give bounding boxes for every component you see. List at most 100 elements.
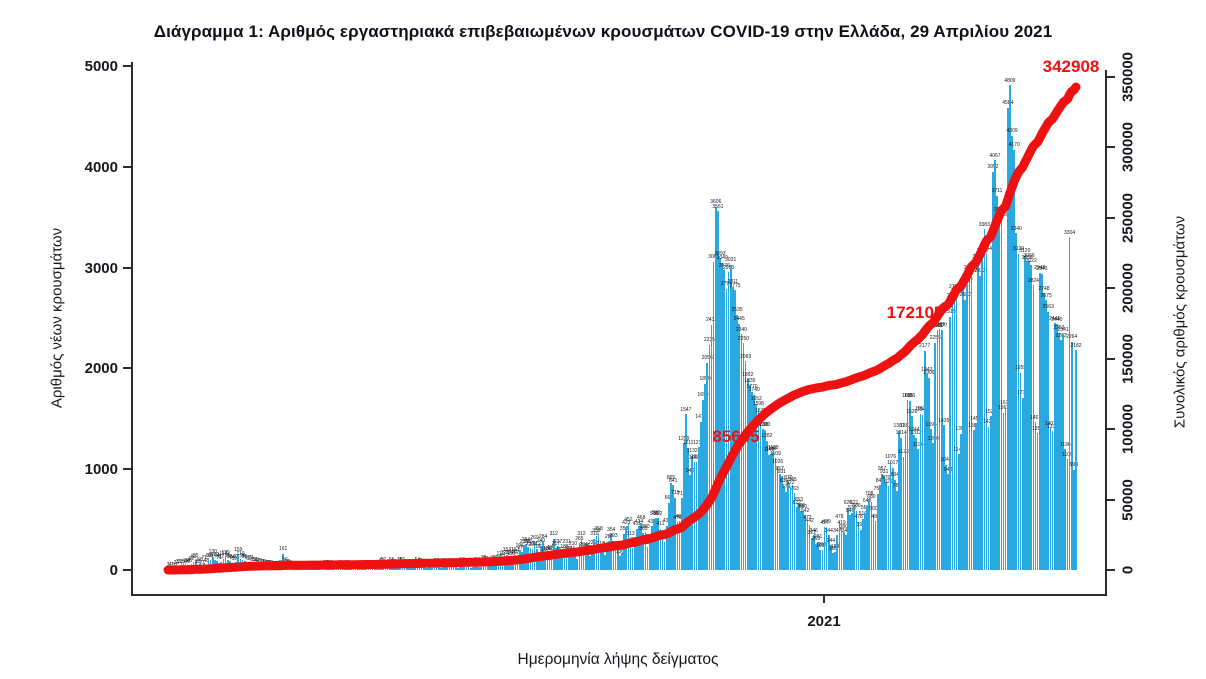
- right-axis-line: [1105, 70, 1107, 596]
- right-axis-tick-label: 100000: [1119, 404, 1137, 455]
- bar-label: 339: [592, 528, 601, 535]
- bar: [900, 437, 903, 570]
- bar: [335, 569, 338, 570]
- bar: [844, 535, 847, 570]
- bar: [480, 567, 483, 570]
- bar-label: 2824: [1027, 277, 1039, 284]
- bar-label: 82: [218, 554, 225, 561]
- bar: [928, 377, 930, 570]
- bar: [934, 342, 937, 570]
- bar-label: 581: [799, 503, 808, 510]
- bar: [987, 426, 990, 570]
- right-axis-tick: [1107, 357, 1115, 360]
- bar: [992, 171, 994, 570]
- right-axis-tick-label: 50000: [1119, 478, 1137, 521]
- right-axis-tick-label: 250000: [1119, 192, 1137, 243]
- x-axis-title: Ημερομηνία λήψης δείγματος: [517, 651, 719, 668]
- bar: [710, 324, 713, 570]
- bar-label: 358: [594, 526, 603, 533]
- bar: [572, 548, 574, 570]
- bar: [612, 540, 615, 570]
- bar-label: 1906: [923, 370, 935, 377]
- bar-label: 3340: [1010, 225, 1022, 232]
- bar-label: 2250: [737, 335, 750, 342]
- bar-label: 931: [880, 468, 889, 475]
- bar: [819, 550, 822, 570]
- bar-label: 2235: [703, 337, 715, 344]
- bar-label: 423: [622, 519, 631, 526]
- bar: [1075, 350, 1077, 570]
- bar: [951, 300, 954, 570]
- bar: [755, 403, 758, 570]
- bar: [817, 541, 819, 570]
- bar-label: 81: [190, 554, 197, 561]
- bar-label: 168: [828, 545, 838, 552]
- bar-label: 1026: [772, 459, 784, 466]
- bar-label: 3120: [1019, 248, 1031, 254]
- bar-label: 56: [282, 556, 288, 563]
- bar: [448, 567, 451, 570]
- bar-label: 442: [805, 517, 814, 524]
- bar-label: 344: [824, 527, 833, 534]
- bar: [425, 567, 427, 570]
- bar: [211, 556, 214, 570]
- bar: [885, 482, 888, 570]
- bar: [644, 531, 647, 570]
- bar: [591, 547, 593, 570]
- bar: [1051, 431, 1054, 570]
- bar: [403, 567, 406, 570]
- bar-label: 1467: [1029, 414, 1042, 421]
- bar-label: 1526: [906, 408, 918, 415]
- bar: [427, 568, 429, 570]
- bar-label: 235: [519, 538, 529, 545]
- bar: [989, 416, 992, 570]
- bar: [574, 555, 576, 570]
- bar: [638, 526, 640, 570]
- bar: [921, 414, 924, 570]
- bar: [911, 416, 913, 570]
- bar: [1017, 253, 1020, 570]
- bar-label: 2775: [729, 282, 741, 289]
- bar-label: 45: [182, 558, 188, 564]
- bar: [827, 535, 830, 570]
- bar: [237, 554, 240, 570]
- bar-label: 35: [178, 559, 184, 565]
- bar: [471, 566, 474, 570]
- bar-label: 870: [784, 474, 793, 481]
- bar-label: 1770: [746, 384, 758, 391]
- bar-label: 411: [656, 521, 665, 528]
- bar-label: 2381: [931, 322, 944, 329]
- bar-label: 1074: [691, 454, 703, 461]
- bar: [766, 440, 768, 570]
- bar: [940, 330, 943, 570]
- bar: [408, 567, 410, 570]
- bar-label: 1598: [752, 401, 764, 408]
- bar: [746, 379, 749, 570]
- bar: [776, 466, 779, 570]
- bar-label: 95: [192, 552, 199, 559]
- bar: [433, 566, 436, 570]
- bar: [623, 533, 625, 570]
- bar: [431, 567, 434, 570]
- bar: [650, 526, 653, 570]
- bar-label: 31: [175, 559, 182, 566]
- bar: [646, 547, 649, 570]
- bar-label: 845: [788, 477, 797, 484]
- bar: [414, 567, 417, 570]
- bar-label: 994: [1069, 462, 1079, 469]
- bar-label: 3: [166, 562, 170, 569]
- bar: [781, 476, 783, 570]
- bar-label: 365: [639, 525, 648, 532]
- right-axis-tick: [1107, 287, 1115, 290]
- bar-label: 520: [651, 510, 661, 517]
- bar: [945, 464, 947, 570]
- bar-label: 231: [562, 539, 571, 546]
- bar-label: 841: [669, 477, 678, 484]
- bar: [842, 531, 845, 570]
- bar-label: 212: [532, 541, 541, 548]
- bar-label: 482: [675, 513, 684, 520]
- bar: [1047, 311, 1050, 570]
- bar: [932, 443, 935, 570]
